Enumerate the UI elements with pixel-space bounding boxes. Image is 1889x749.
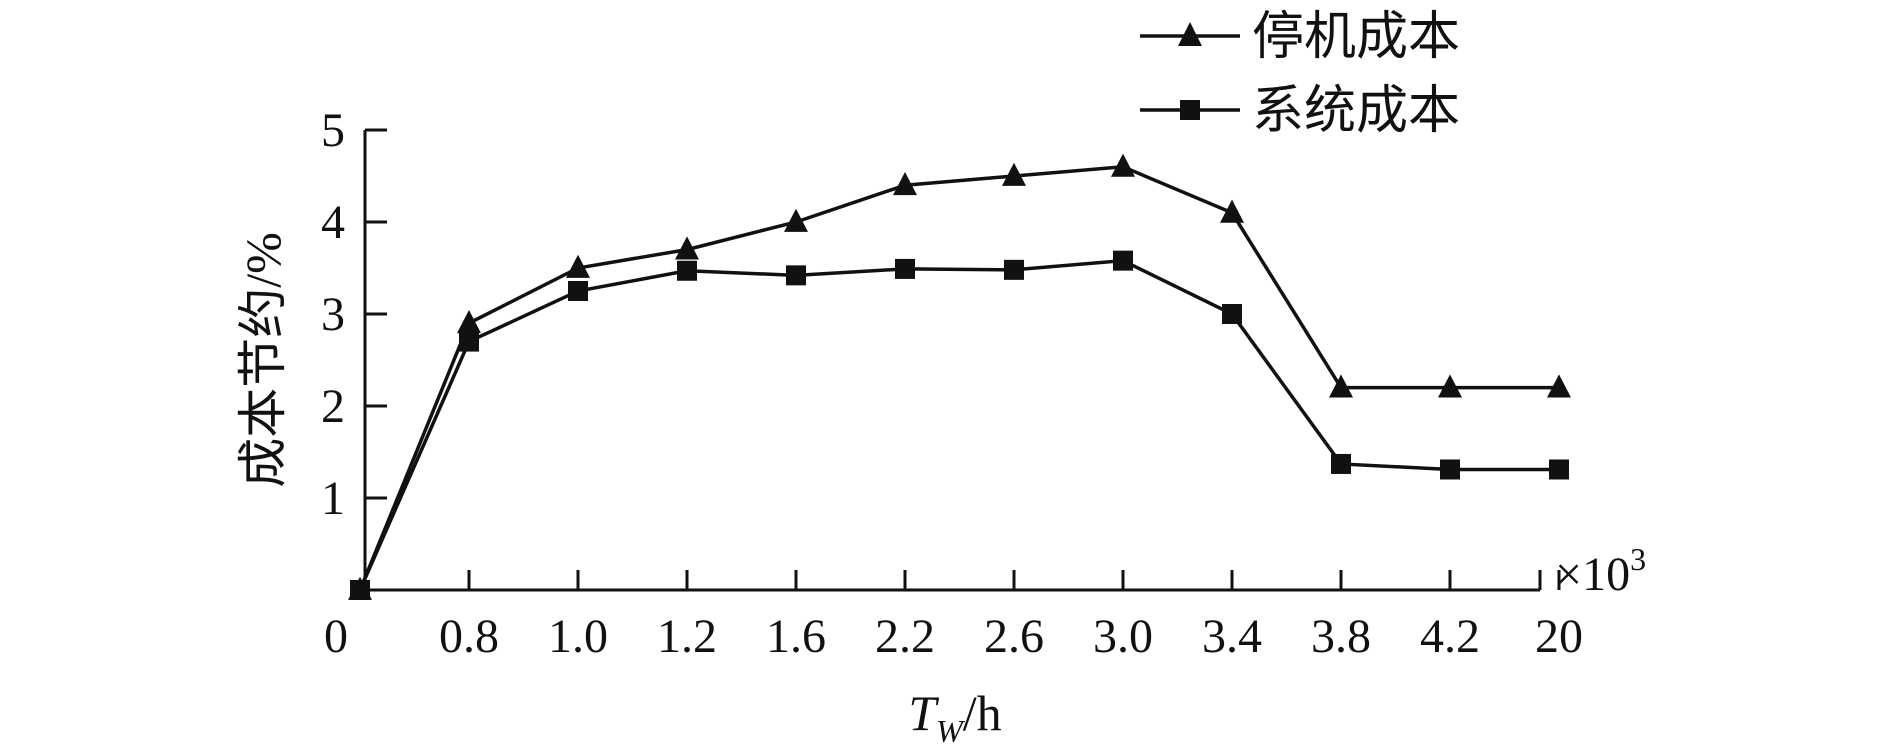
y-tick-label: 3: [321, 288, 345, 341]
x-tick-label: 3.8: [1311, 610, 1371, 663]
x-axis-multiplier-base: ×10: [1555, 548, 1630, 601]
x-axis-title-subscript: W: [936, 713, 966, 749]
x-tick-label: 1.6: [766, 610, 826, 663]
data-point-triangle: [457, 310, 481, 334]
x-tick-label: 3.0: [1093, 610, 1153, 663]
data-point-square: [677, 260, 697, 281]
series-layer: [348, 153, 1571, 600]
series-line-1: [358, 165, 1559, 591]
data-point-triangle: [1111, 153, 1135, 177]
x-axis-multiplier-exponent: 3: [1630, 541, 1646, 577]
series-line-2: [358, 258, 1559, 591]
data-point-square: [786, 265, 806, 286]
data-point-triangle: [784, 208, 808, 232]
data-point-square: [1331, 453, 1351, 474]
data-point-triangle: [1438, 374, 1462, 398]
x-tick-label: 0: [324, 610, 348, 663]
data-point-square: [1004, 259, 1024, 280]
labels-layer: 成本节约/% TW/h ×103: [235, 232, 1646, 749]
legend-item: 系统成本: [1140, 83, 1460, 140]
data-point-triangle: [675, 236, 699, 260]
y-axis-title: 成本节约/%: [235, 232, 291, 488]
data-point-triangle: [1002, 162, 1026, 186]
data-point-triangle: [1220, 199, 1244, 223]
x-axis-title-unit: /h: [963, 685, 1002, 741]
data-point-square: [1113, 250, 1133, 271]
x-tick-label: 4.2: [1420, 610, 1480, 663]
data-point-square: [895, 258, 915, 279]
x-axis-multiplier: ×103: [1555, 541, 1646, 601]
data-point-triangle: [566, 254, 590, 278]
x-tick-label: 1.0: [548, 610, 608, 663]
y-tick-label: 5: [321, 104, 345, 157]
axes: 1 2 3 4 5 0 0.8 1.0 1.2 1.6 2.2 2.6 3.0 3.4 3.8 4.2 20: [321, 104, 1583, 663]
legend-marker-triangle: [1178, 22, 1202, 46]
data-point-square: [459, 331, 479, 352]
data-point-square: [1440, 459, 1460, 480]
x-tick-label: 1.2: [657, 610, 717, 663]
data-point-triangle: [1329, 374, 1353, 398]
x-axis-title: TW/h: [908, 685, 1001, 749]
y-tick-label: 2: [321, 380, 345, 433]
legend-label: 停机成本: [1252, 9, 1460, 66]
legend-label: 系统成本: [1252, 83, 1460, 140]
data-point-square: [350, 580, 370, 600]
data-point-triangle: [893, 172, 917, 196]
x-tick-label: 2.6: [984, 610, 1044, 663]
data-point-square: [568, 281, 588, 301]
x-axis-title-symbol: T: [908, 685, 939, 741]
legend-item: 停机成本: [1140, 9, 1460, 66]
y-tick-label: 4: [321, 196, 345, 249]
data-point-triangle: [1547, 374, 1571, 398]
x-tick-label: 0.8: [439, 610, 499, 663]
x-tick-label: 2.2: [875, 610, 935, 663]
data-point-square: [1222, 304, 1242, 324]
y-tick-label: 1: [321, 472, 345, 525]
data-point-square: [1549, 459, 1569, 480]
x-tick-label: 20: [1535, 610, 1583, 663]
x-tick-label: 3.4: [1202, 610, 1262, 663]
legend-marker-square: [1180, 100, 1200, 120]
